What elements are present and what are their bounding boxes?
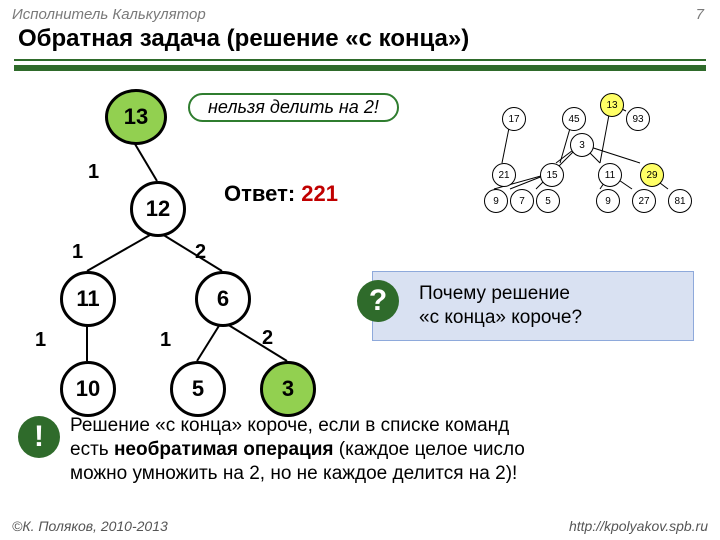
mini-node-11: 11 xyxy=(598,163,622,187)
rule xyxy=(14,59,706,71)
footer-left: ©К. Поляков, 2010-2013 xyxy=(12,518,168,534)
mini-node-27: 27 xyxy=(632,189,656,213)
footer-right: http://kpolyakov.spb.ru xyxy=(569,518,708,534)
question-line1: Почему решение xyxy=(419,283,570,304)
header: Исполнитель Калькулятор 7 xyxy=(0,0,720,25)
mini-node-9: 9 xyxy=(596,189,620,213)
note-l2b: (каждое целое число xyxy=(334,439,525,460)
exclamation-icon: ! xyxy=(18,416,60,458)
mini-node-7: 7 xyxy=(510,189,534,213)
mini-node-29: 29 xyxy=(640,163,664,187)
mini-node-17: 17 xyxy=(502,107,526,131)
note-l3: можно умножить на 2, но не каждое делитс… xyxy=(70,463,517,484)
edge-label: 2 xyxy=(195,241,206,264)
mini-node-13: 13 xyxy=(600,93,624,117)
mini-node-81: 81 xyxy=(668,189,692,213)
note-l2a: есть xyxy=(70,439,114,460)
subject: Исполнитель Калькулятор xyxy=(12,6,206,23)
mini-node-15: 15 xyxy=(540,163,564,187)
mini-node-93: 93 xyxy=(626,107,650,131)
slide-title: Обратная задача (решение «с конца») xyxy=(0,25,720,59)
edge-label: 1 xyxy=(160,329,171,352)
question-line2: «с конца» короче? xyxy=(419,307,582,328)
mini-node-21: 21 xyxy=(492,163,516,187)
tree-node-5: 5 xyxy=(170,361,226,417)
mini-node-9: 9 xyxy=(484,189,508,213)
note: Решение «с конца» короче, если в списке … xyxy=(70,414,670,485)
mini-node-3: 3 xyxy=(570,133,594,157)
note-l1: Решение «с конца» короче, если в списке … xyxy=(70,415,509,436)
note-bold: необратимая операция xyxy=(114,439,334,460)
edge-label: 2 xyxy=(262,327,273,350)
tree-node-10: 10 xyxy=(60,361,116,417)
page-number: 7 xyxy=(696,6,704,23)
question-box: ? Почему решение «с конца» короче? xyxy=(372,271,694,341)
mini-node-5: 5 xyxy=(536,189,560,213)
content: нельзя делить на 2! Ответ: 221 131211610… xyxy=(0,71,720,421)
question-mark-icon: ? xyxy=(357,280,399,322)
tree-node-11: 11 xyxy=(60,271,116,327)
tree-node-3: 3 xyxy=(260,361,316,417)
tree-node-6: 6 xyxy=(195,271,251,327)
edge-label: 1 xyxy=(72,241,83,264)
mini-node-45: 45 xyxy=(562,107,586,131)
edge-label: 1 xyxy=(35,329,46,352)
